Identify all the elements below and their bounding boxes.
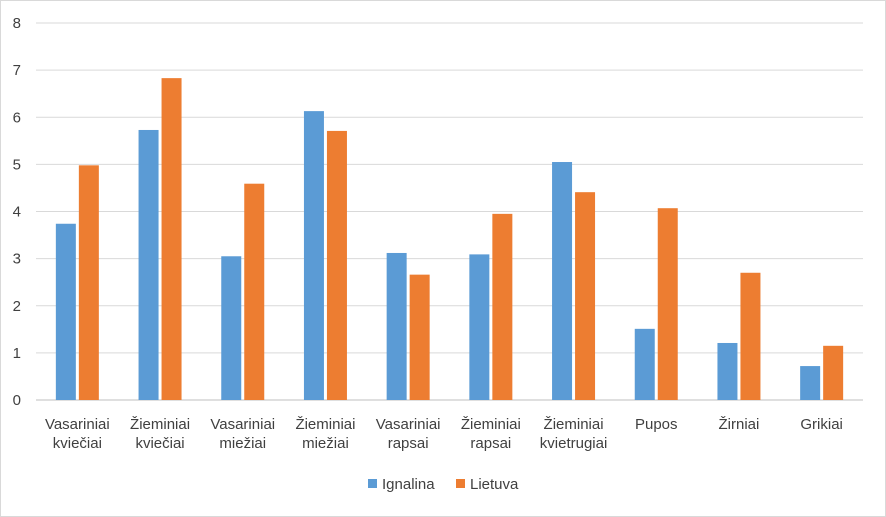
x-category-label-line: Vasariniai bbox=[210, 416, 275, 433]
bar-lietuva bbox=[409, 274, 430, 400]
y-tick-label: 4 bbox=[13, 204, 21, 221]
y-tick-label: 7 bbox=[13, 62, 21, 79]
bar-ignalina bbox=[221, 256, 242, 400]
bar-lietuva bbox=[492, 213, 513, 400]
y-tick-label: 8 bbox=[13, 15, 21, 32]
x-category-label-line: kviečiai bbox=[53, 435, 102, 452]
bar-lietuva bbox=[823, 345, 844, 400]
y-tick-label: 5 bbox=[13, 156, 21, 173]
x-category-label-line: kviečiai bbox=[135, 435, 184, 452]
x-category-label-line: Žirniai bbox=[719, 416, 760, 433]
x-category-label-line: rapsai bbox=[470, 435, 511, 452]
gridlines bbox=[36, 22, 863, 401]
bar-ignalina bbox=[717, 342, 738, 400]
bar-lietuva bbox=[244, 183, 265, 400]
bar-lietuva bbox=[575, 192, 596, 400]
bar-ignalina bbox=[386, 252, 407, 400]
bar-ignalina bbox=[138, 129, 159, 400]
legend-label-ignalina: Ignalina bbox=[382, 476, 435, 493]
bar-lietuva bbox=[657, 208, 678, 400]
bar-ignalina bbox=[303, 111, 324, 400]
y-tick-label: 2 bbox=[13, 298, 21, 315]
bars bbox=[55, 78, 844, 400]
legend-swatch-ignalina bbox=[368, 479, 377, 488]
legend-label-lietuva: Lietuva bbox=[470, 476, 519, 493]
bar-lietuva bbox=[78, 165, 99, 400]
legend: Ignalina Lietuva bbox=[368, 476, 519, 493]
x-category-label: Žieminiai miežiai bbox=[295, 416, 355, 452]
x-category-label-line: Grikiai bbox=[800, 416, 843, 433]
x-category-label-line: Žieminiai bbox=[544, 416, 604, 433]
x-category-label: Grikiai bbox=[800, 416, 843, 433]
bar-ignalina bbox=[469, 254, 490, 400]
x-category-label: Vasariniai kviečiai bbox=[45, 416, 110, 452]
x-category-label: Žirniai bbox=[719, 416, 760, 433]
x-category-label-line: Vasariniai bbox=[376, 416, 441, 433]
legend-swatch-lietuva bbox=[456, 479, 465, 488]
bar-ignalina bbox=[800, 366, 821, 400]
x-category-label-line: miežiai bbox=[302, 435, 349, 452]
x-category-label: Žieminiai kviečiai bbox=[130, 416, 190, 452]
y-tick-label: 0 bbox=[13, 392, 21, 409]
x-category-label-line: rapsai bbox=[388, 435, 429, 452]
x-category-label-line: Žieminiai bbox=[130, 416, 190, 433]
x-category-label: Vasariniai miežiai bbox=[210, 416, 275, 452]
x-category-label-line: Žieminiai bbox=[461, 416, 521, 433]
x-category-label-line: Žieminiai bbox=[295, 416, 355, 433]
bar-ignalina bbox=[552, 162, 573, 400]
x-category-label: Pupos bbox=[635, 416, 678, 433]
bar-ignalina bbox=[634, 328, 655, 400]
bar-ignalina bbox=[55, 223, 76, 400]
bar-lietuva bbox=[326, 130, 347, 400]
x-category-label-line: miežiai bbox=[219, 435, 266, 452]
x-category-label: Žieminiai rapsai bbox=[461, 416, 521, 452]
y-tick-label: 3 bbox=[13, 251, 21, 268]
y-tick-label: 1 bbox=[13, 345, 21, 362]
x-category-label: Žieminiai kvietrugiai bbox=[540, 416, 608, 452]
bar-lietuva bbox=[740, 272, 761, 400]
x-category-label-line: kvietrugiai bbox=[540, 435, 608, 452]
y-tick-label: 6 bbox=[13, 109, 21, 126]
x-category-label-line: Vasariniai bbox=[45, 416, 110, 433]
x-category-label-line: Pupos bbox=[635, 416, 678, 433]
x-category-label: Vasariniai rapsai bbox=[376, 416, 441, 452]
y-axis-ticks: 0 1 2 3 4 5 6 7 8 bbox=[13, 15, 21, 409]
bar-lietuva bbox=[161, 78, 182, 400]
